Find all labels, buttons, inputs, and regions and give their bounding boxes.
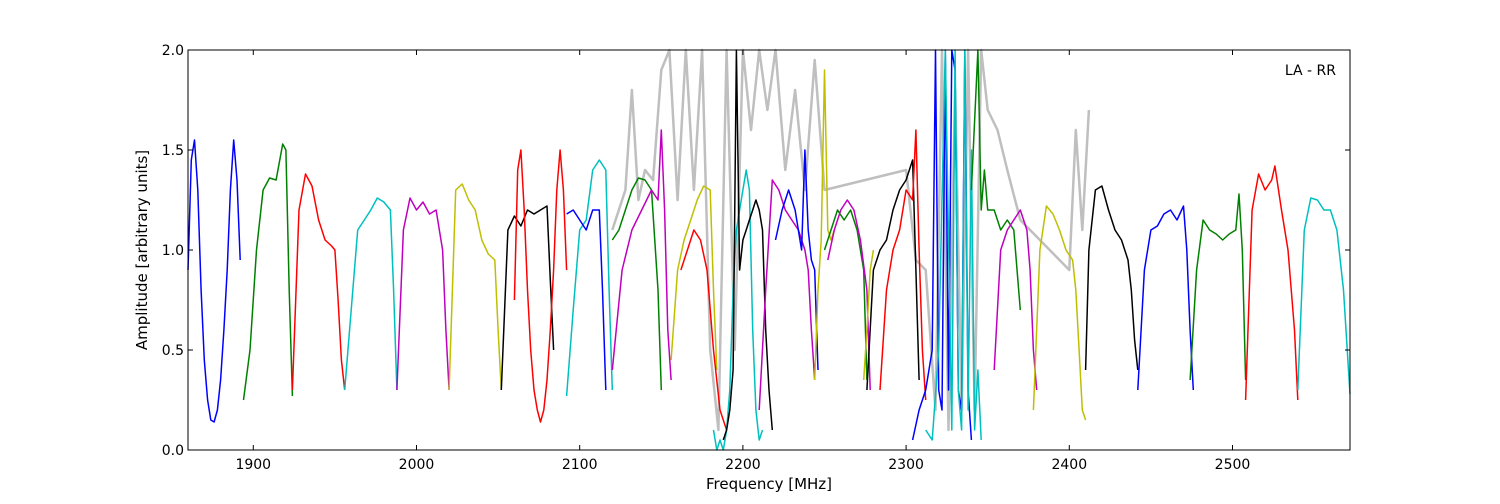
axis-ticks: 1900 2000 2100 2200 2300 2400 2500 0.0 0.5 1.0 1.5… — [162, 43, 1350, 473]
series-line-23 — [866, 159, 920, 391]
series-line-26 — [925, 49, 982, 441]
series-line-21 — [827, 199, 871, 391]
series-line-33 — [1244, 165, 1299, 401]
x-tick-label: 2300 — [888, 457, 924, 473]
series-line-24 — [879, 129, 927, 401]
y-axis-label: Amplitude [arbitrary units] — [133, 150, 151, 350]
y-tick-label: 1.0 — [162, 243, 184, 259]
series-line-1 — [187, 139, 241, 423]
background-trace — [611, 48, 1091, 432]
series-line-14 — [680, 229, 728, 431]
series-line-34 — [1297, 197, 1351, 395]
x-tick-label: 1900 — [235, 457, 271, 473]
series-line-10 — [566, 209, 607, 391]
series-line-13 — [670, 185, 718, 371]
series-line-7 — [500, 205, 555, 391]
x-tick-label: 2400 — [1051, 457, 1087, 473]
series-line-22 — [862, 249, 875, 381]
series-line-19 — [813, 69, 836, 381]
x-tick-label: 2200 — [725, 457, 761, 473]
x-tick-label: 2500 — [1215, 457, 1251, 473]
series-line-4 — [343, 197, 398, 391]
series-line-6 — [448, 183, 503, 391]
series-line-30 — [1084, 185, 1139, 371]
x-tick-label: 2000 — [399, 457, 435, 473]
series-line-3 — [291, 173, 346, 391]
y-tick-label: 2.0 — [162, 43, 184, 59]
series-line-9 — [565, 159, 614, 397]
series-line-5 — [396, 197, 450, 391]
x-axis-label: Frequency [MHz] — [706, 475, 832, 493]
baseline-annotation: LA - RR — [1285, 63, 1336, 79]
y-tick-label: 0.5 — [162, 343, 184, 359]
series-line-11 — [611, 177, 663, 391]
y-tick-label: 0.0 — [162, 443, 184, 459]
series-line-15 — [712, 169, 764, 451]
series-line-32 — [1189, 193, 1247, 381]
plot-traces — [187, 48, 1351, 451]
series-line-20 — [823, 209, 868, 381]
series-line-28 — [993, 209, 1038, 391]
series-line-17 — [758, 179, 816, 411]
series-line-18 — [774, 149, 819, 371]
x-tick-label: 2100 — [562, 457, 598, 473]
series-line-2 — [242, 143, 294, 401]
series-line-12 — [611, 129, 672, 381]
series-line-29 — [1032, 205, 1087, 421]
series-line-16 — [722, 49, 774, 441]
series-line-8 — [513, 149, 568, 423]
y-tick-label: 1.5 — [162, 143, 184, 159]
series-line-31 — [1137, 205, 1195, 391]
